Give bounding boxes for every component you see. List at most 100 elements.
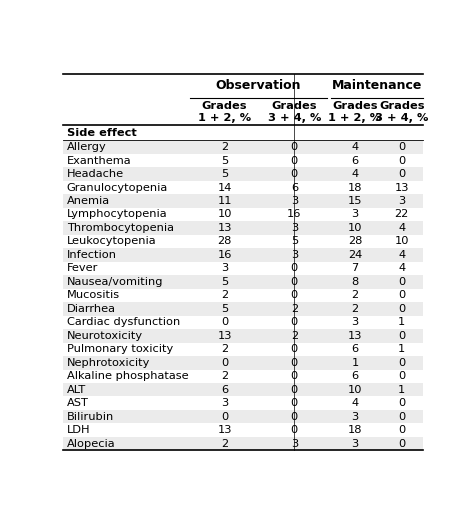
Bar [63, 302, 423, 316]
Text: 10: 10 [217, 210, 232, 219]
Text: 16: 16 [218, 250, 232, 260]
Bar [63, 370, 423, 383]
Text: 4: 4 [351, 169, 358, 179]
Text: 0: 0 [291, 385, 298, 394]
Text: 18: 18 [348, 182, 362, 193]
Bar [63, 437, 423, 451]
Text: 0: 0 [398, 142, 405, 152]
Text: 28: 28 [218, 236, 232, 247]
Text: 0: 0 [398, 411, 405, 422]
Bar [63, 221, 423, 235]
Text: 13: 13 [394, 182, 409, 193]
Bar [63, 383, 423, 397]
Text: 10: 10 [348, 385, 362, 394]
Text: Granulocytopenia: Granulocytopenia [66, 182, 168, 193]
Text: 2: 2 [221, 439, 228, 449]
Text: 4: 4 [398, 250, 405, 260]
Text: 0: 0 [398, 156, 405, 165]
Text: 4: 4 [398, 263, 405, 273]
Bar [63, 356, 423, 370]
Text: 3: 3 [351, 210, 359, 219]
Text: Grades
3 + 4, %: Grades 3 + 4, % [268, 101, 321, 123]
Text: 0: 0 [291, 425, 298, 435]
Text: 0: 0 [398, 371, 405, 381]
Text: 13: 13 [348, 331, 362, 341]
Text: Exanthema: Exanthema [66, 156, 131, 165]
Text: 6: 6 [221, 385, 228, 394]
Text: 2: 2 [221, 371, 228, 381]
Text: 0: 0 [398, 277, 405, 287]
Bar [63, 208, 423, 221]
Text: 0: 0 [398, 358, 405, 368]
Text: 7: 7 [351, 263, 359, 273]
Text: 3: 3 [351, 411, 359, 422]
Text: 0: 0 [291, 169, 298, 179]
Text: 0: 0 [398, 304, 405, 314]
Text: 16: 16 [287, 210, 301, 219]
Text: 0: 0 [291, 398, 298, 408]
Text: 22: 22 [395, 210, 409, 219]
Text: 1: 1 [351, 358, 359, 368]
Text: 13: 13 [217, 223, 232, 233]
Text: 6: 6 [351, 345, 358, 354]
Text: 5: 5 [221, 304, 228, 314]
Text: 0: 0 [398, 169, 405, 179]
Text: 3: 3 [398, 196, 405, 206]
Text: 14: 14 [218, 182, 232, 193]
Text: 3: 3 [351, 439, 359, 449]
Text: 0: 0 [291, 317, 298, 328]
Text: 0: 0 [291, 142, 298, 152]
Text: 3: 3 [291, 439, 298, 449]
Text: 5: 5 [221, 277, 228, 287]
Text: 5: 5 [221, 169, 228, 179]
Text: Leukocytopenia: Leukocytopenia [66, 236, 156, 247]
Text: 18: 18 [348, 425, 362, 435]
Text: 0: 0 [398, 425, 405, 435]
Text: 0: 0 [221, 358, 228, 368]
Bar [63, 194, 423, 208]
Text: Pulmonary toxicity: Pulmonary toxicity [66, 345, 173, 354]
Bar [63, 140, 423, 154]
Bar [63, 342, 423, 356]
Text: Alopecia: Alopecia [66, 439, 115, 449]
Text: Fever: Fever [66, 263, 98, 273]
Text: 1: 1 [398, 345, 405, 354]
Text: 10: 10 [394, 236, 409, 247]
Text: Mucositis: Mucositis [66, 290, 120, 300]
Text: Diarrhea: Diarrhea [66, 304, 116, 314]
Text: 4: 4 [351, 398, 358, 408]
Text: 0: 0 [398, 398, 405, 408]
Text: 13: 13 [217, 425, 232, 435]
Text: 0: 0 [291, 156, 298, 165]
Text: 2: 2 [351, 290, 358, 300]
Text: 6: 6 [351, 156, 358, 165]
Text: 0: 0 [221, 411, 228, 422]
Text: 3: 3 [221, 398, 228, 408]
Text: Allergy: Allergy [66, 142, 106, 152]
Text: 0: 0 [291, 345, 298, 354]
Text: 0: 0 [221, 317, 228, 328]
Text: 0: 0 [291, 371, 298, 381]
Text: 0: 0 [291, 263, 298, 273]
Text: Grades
1 + 2, %: Grades 1 + 2, % [328, 101, 382, 123]
Text: LDH: LDH [66, 425, 90, 435]
Bar [63, 154, 423, 167]
Text: 2: 2 [291, 331, 298, 341]
Text: 13: 13 [217, 331, 232, 341]
Text: 0: 0 [291, 411, 298, 422]
Text: Nephrotoxicity: Nephrotoxicity [66, 358, 150, 368]
Text: 11: 11 [217, 196, 232, 206]
Text: Thrombocytopenia: Thrombocytopenia [66, 223, 173, 233]
Text: 1: 1 [398, 385, 405, 394]
Text: 4: 4 [351, 142, 358, 152]
Bar [63, 275, 423, 288]
Text: 10: 10 [348, 223, 362, 233]
Text: Bilirubin: Bilirubin [66, 411, 114, 422]
Text: 0: 0 [398, 331, 405, 341]
Text: 2: 2 [351, 304, 358, 314]
Bar [63, 235, 423, 248]
Text: 3: 3 [291, 250, 298, 260]
Text: 6: 6 [291, 182, 298, 193]
Text: 3: 3 [351, 317, 359, 328]
Text: Side effect: Side effect [66, 128, 137, 138]
